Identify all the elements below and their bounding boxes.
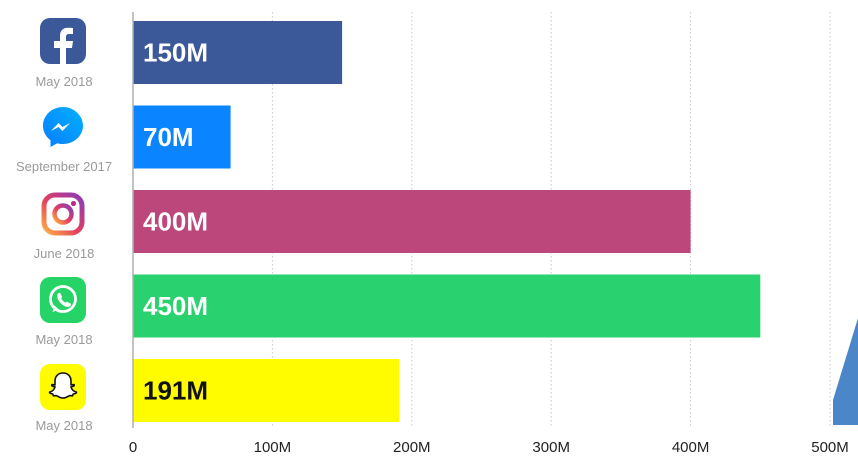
instagram-icon	[40, 191, 86, 237]
x-tick-label-400: 400M	[672, 439, 710, 456]
edge-decoration	[833, 318, 858, 425]
bar-whatsapp	[133, 275, 760, 338]
date-label-instagram: June 2018	[0, 246, 128, 261]
data-label-whatsapp: 450M	[143, 291, 208, 321]
x-tick-label-0: 0	[129, 439, 137, 456]
snapchat-icon	[40, 364, 86, 410]
date-label-whatsapp: May 2018	[0, 332, 128, 347]
x-tick-label-100: 100M	[254, 439, 292, 456]
date-label-facebook: May 2018	[0, 74, 128, 89]
whatsapp-icon	[40, 277, 86, 323]
date-label-messenger: September 2017	[0, 159, 128, 174]
data-label-facebook: 150M	[143, 38, 208, 68]
bar-instagram	[133, 190, 691, 253]
x-tick-label-500: 500M	[811, 439, 849, 456]
facebook-icon	[40, 18, 86, 64]
x-tick-label-200: 200M	[393, 439, 431, 456]
data-label-messenger: 70M	[143, 122, 194, 152]
data-label-instagram: 400M	[143, 207, 208, 237]
messenger-icon	[40, 104, 86, 150]
date-label-snapchat: May 2018	[0, 418, 128, 433]
x-tick-label-300: 300M	[532, 439, 570, 456]
data-label-snapchat: 191M	[143, 376, 208, 406]
